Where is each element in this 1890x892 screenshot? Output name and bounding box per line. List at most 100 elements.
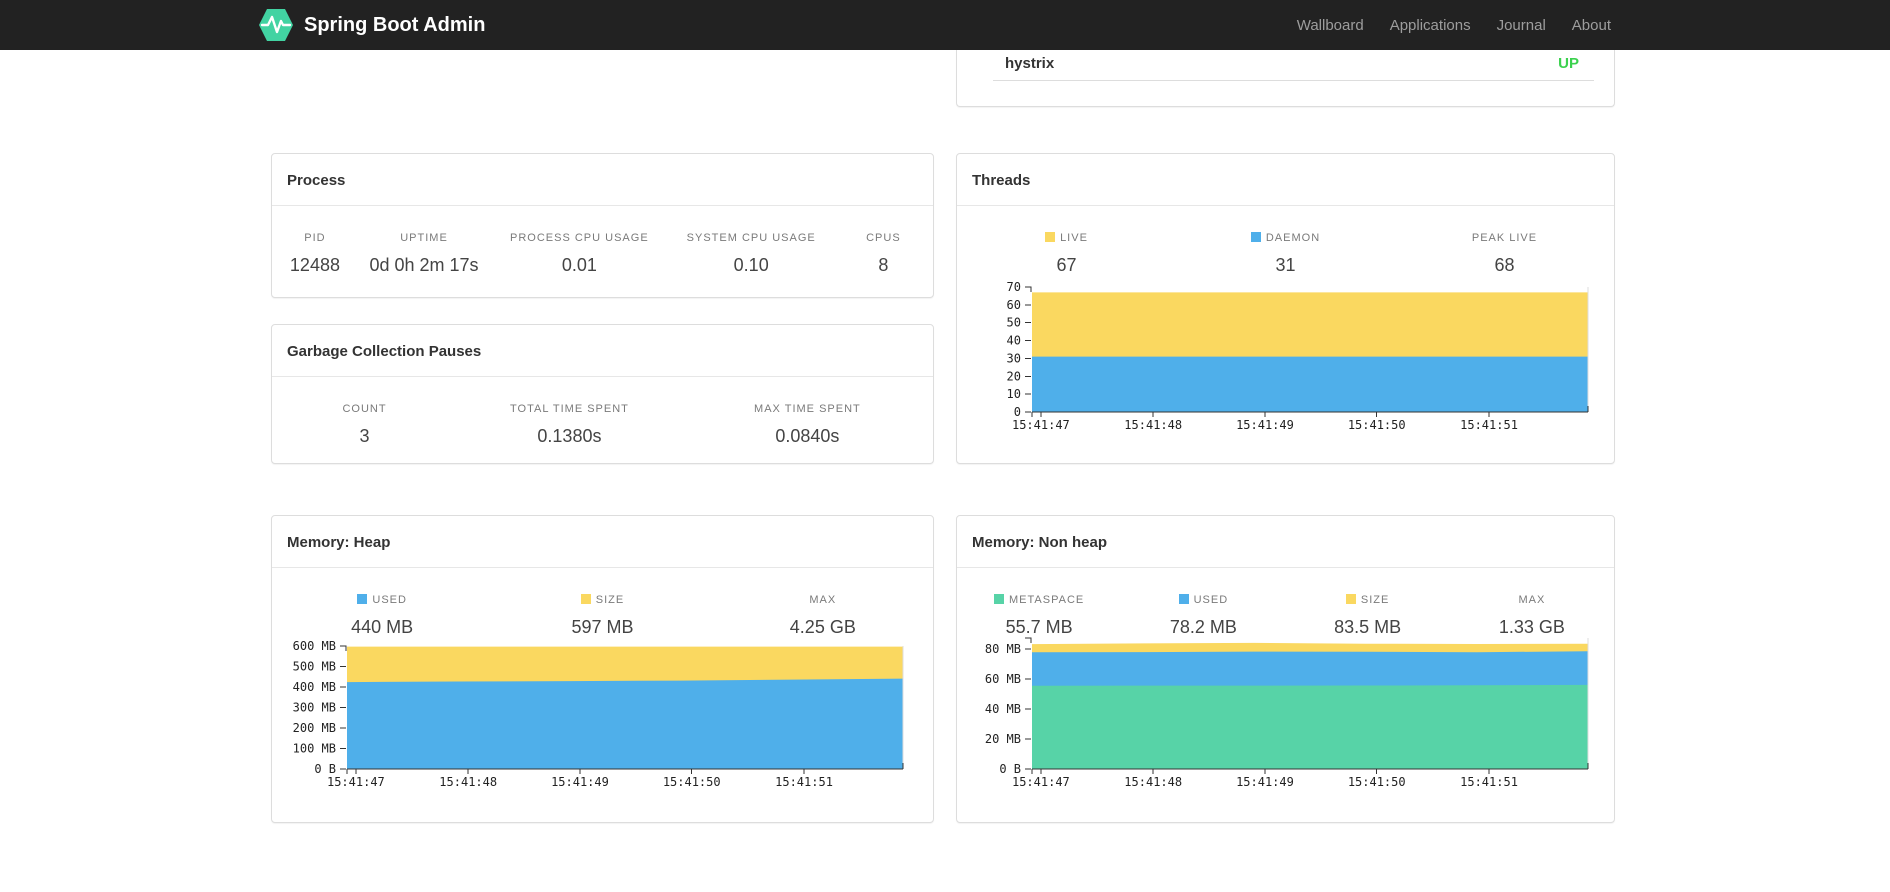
- nonheap-area-chart: 0 B 20 MB 40 MB 60 MB 80 MB 15:41:47 15:41:48 1…: [970, 632, 1596, 796]
- memory-nonheap-card: Memory: Non heap METASPACE 55.7 MB USED …: [956, 515, 1615, 823]
- svg-text:60 MB: 60 MB: [985, 672, 1021, 686]
- legend-color-swatch: [357, 594, 368, 604]
- svg-text:70: 70: [1007, 281, 1021, 294]
- stat-heap-size: SIZE 597 MB: [492, 594, 712, 638]
- stat-label: USED: [1193, 594, 1229, 606]
- heap-card-title: Memory: Heap: [272, 516, 933, 568]
- svg-text:80 MB: 80 MB: [985, 642, 1021, 656]
- spring-boot-admin-logo-icon: [258, 8, 294, 42]
- svg-text:200 MB: 200 MB: [293, 721, 336, 735]
- svg-text:40: 40: [1007, 334, 1021, 348]
- stat-label: PEAK LIVE: [1471, 232, 1538, 244]
- legend-color-swatch: [1045, 232, 1056, 242]
- threads-area-chart: 0 10 20 30 40 50 60 70 15:41:47 15:41:48 15:41:49 1…: [970, 280, 1596, 439]
- gc-pauses-card: Garbage Collection Pauses COUNT 3 TOTAL …: [271, 324, 934, 464]
- nav-item-about[interactable]: About: [1571, 16, 1611, 34]
- stat-label: UPTIME: [400, 232, 448, 244]
- svg-text:600 MB: 600 MB: [293, 640, 336, 653]
- top-navbar: Spring Boot Admin Wallboard Applications…: [0, 0, 1890, 50]
- stat-nonheap-max: MAX 1.33 GB: [1450, 594, 1614, 638]
- nav-item-journal[interactable]: Journal: [1496, 16, 1546, 34]
- stat-value: 0.01: [561, 255, 597, 275]
- stat-gc-total-time: TOTAL TIME SPENT 0.1380s: [457, 403, 682, 447]
- svg-text:30: 30: [1007, 351, 1021, 365]
- stat-value: 0d 0h 2m 17s: [369, 255, 479, 275]
- svg-text:500 MB: 500 MB: [293, 660, 336, 674]
- stat-peak-live-threads: PEAK LIVE 68: [1395, 232, 1614, 276]
- stat-value: 68: [1494, 255, 1515, 275]
- health-card: hystrix UP: [956, 50, 1615, 107]
- legend-color-swatch: [1345, 594, 1356, 604]
- stat-pid: PID 12488: [272, 232, 358, 276]
- legend-color-swatch: [580, 594, 591, 604]
- svg-text:15:41:47: 15:41:47: [1012, 418, 1070, 432]
- stat-heap-used: USED 440 MB: [272, 594, 492, 638]
- svg-text:50: 50: [1007, 316, 1021, 330]
- process-stats: PID 12488 UPTIME 0d 0h 2m 17s PROCESS CP…: [272, 232, 933, 276]
- stat-value: 8: [878, 255, 889, 275]
- threads-card: Threads LIVE 67 DAEMON 31 PEAK LIVE 68 0…: [956, 153, 1615, 464]
- stat-daemon-threads: DAEMON 31: [1176, 232, 1395, 276]
- stat-label: METASPACE: [1009, 594, 1085, 606]
- navbar-menu: Wallboard Applications Journal About: [1284, 0, 1624, 50]
- svg-text:15:41:48: 15:41:48: [1124, 418, 1182, 432]
- nav-item-applications[interactable]: Applications: [1389, 16, 1471, 34]
- heap-stats: USED 440 MB SIZE 597 MB MAX 4.25 GB: [272, 594, 933, 638]
- stat-value: 440 MB: [351, 617, 414, 637]
- svg-text:15:41:49: 15:41:49: [1236, 775, 1294, 789]
- stat-label: COUNT: [342, 403, 387, 415]
- heap-area-chart: 0 B 100 MB 200 MB 300 MB 400 MB 500 MB 600 MB 1…: [285, 639, 911, 796]
- svg-text:15:41:50: 15:41:50: [1348, 418, 1406, 432]
- stat-value: 83.5 MB: [1334, 617, 1402, 637]
- stat-nonheap-size: SIZE 83.5 MB: [1286, 594, 1450, 638]
- nonheap-stats: METASPACE 55.7 MB USED 78.2 MB SIZE 83.5…: [957, 594, 1614, 638]
- stat-live-threads: LIVE 67: [957, 232, 1176, 276]
- health-status-badge: UP: [1558, 55, 1579, 72]
- brand-link[interactable]: Spring Boot Admin: [258, 0, 485, 50]
- stat-label: LIVE: [1060, 232, 1088, 244]
- svg-text:15:41:51: 15:41:51: [1460, 418, 1518, 432]
- legend-color-swatch: [994, 594, 1005, 604]
- threads-stats: LIVE 67 DAEMON 31 PEAK LIVE 68: [957, 232, 1614, 276]
- stat-cpus: CPUS 8: [834, 232, 933, 276]
- stat-label: PROCESS CPU USAGE: [510, 232, 649, 244]
- svg-text:15:41:48: 15:41:48: [1124, 775, 1182, 789]
- stat-value: 4.25 GB: [789, 617, 856, 637]
- svg-text:15:41:51: 15:41:51: [775, 775, 833, 789]
- svg-text:15:41:51: 15:41:51: [1460, 775, 1518, 789]
- stat-value: 31: [1275, 255, 1296, 275]
- svg-text:15:41:50: 15:41:50: [1348, 775, 1406, 789]
- process-card: Process PID 12488 UPTIME 0d 0h 2m 17s PR…: [271, 153, 934, 298]
- stat-value: 67: [1056, 255, 1077, 275]
- stat-heap-max: MAX 4.25 GB: [713, 594, 933, 638]
- memory-heap-card: Memory: Heap USED 440 MB SIZE 597 MB MAX…: [271, 515, 934, 823]
- stat-label: DAEMON: [1265, 232, 1321, 244]
- stat-metaspace: METASPACE 55.7 MB: [957, 594, 1121, 638]
- stat-uptime: UPTIME 0d 0h 2m 17s: [358, 232, 490, 276]
- nav-item-wallboard[interactable]: Wallboard: [1296, 16, 1364, 34]
- stat-label: SIZE: [595, 594, 625, 606]
- svg-text:20 MB: 20 MB: [985, 732, 1021, 746]
- brand-title: Spring Boot Admin: [304, 13, 486, 36]
- stat-process-cpu: PROCESS CPU USAGE 0.01: [490, 232, 668, 276]
- svg-text:400 MB: 400 MB: [293, 680, 336, 694]
- stat-label: SIZE: [1360, 594, 1390, 606]
- health-row-hystrix: hystrix UP: [993, 50, 1594, 81]
- svg-text:60: 60: [1007, 298, 1021, 312]
- legend-color-swatch: [1178, 594, 1189, 604]
- stat-value: 0.10: [733, 255, 769, 275]
- stat-system-cpu: SYSTEM CPU USAGE 0.10: [669, 232, 834, 276]
- stat-nonheap-used: USED 78.2 MB: [1121, 594, 1285, 638]
- stat-value: 3: [359, 426, 370, 446]
- stat-gc-max-time: MAX TIME SPENT 0.0840s: [682, 403, 933, 447]
- stat-label: CPUS: [866, 232, 901, 244]
- svg-text:300 MB: 300 MB: [293, 701, 336, 715]
- svg-text:40 MB: 40 MB: [985, 702, 1021, 716]
- stat-label: MAX: [1518, 594, 1546, 606]
- svg-text:0 B: 0 B: [314, 762, 336, 776]
- svg-text:15:41:49: 15:41:49: [551, 775, 609, 789]
- health-item-name: hystrix: [1005, 55, 1055, 72]
- svg-text:15:41:50: 15:41:50: [663, 775, 721, 789]
- svg-text:0: 0: [1014, 405, 1021, 419]
- legend-color-swatch: [1250, 232, 1261, 242]
